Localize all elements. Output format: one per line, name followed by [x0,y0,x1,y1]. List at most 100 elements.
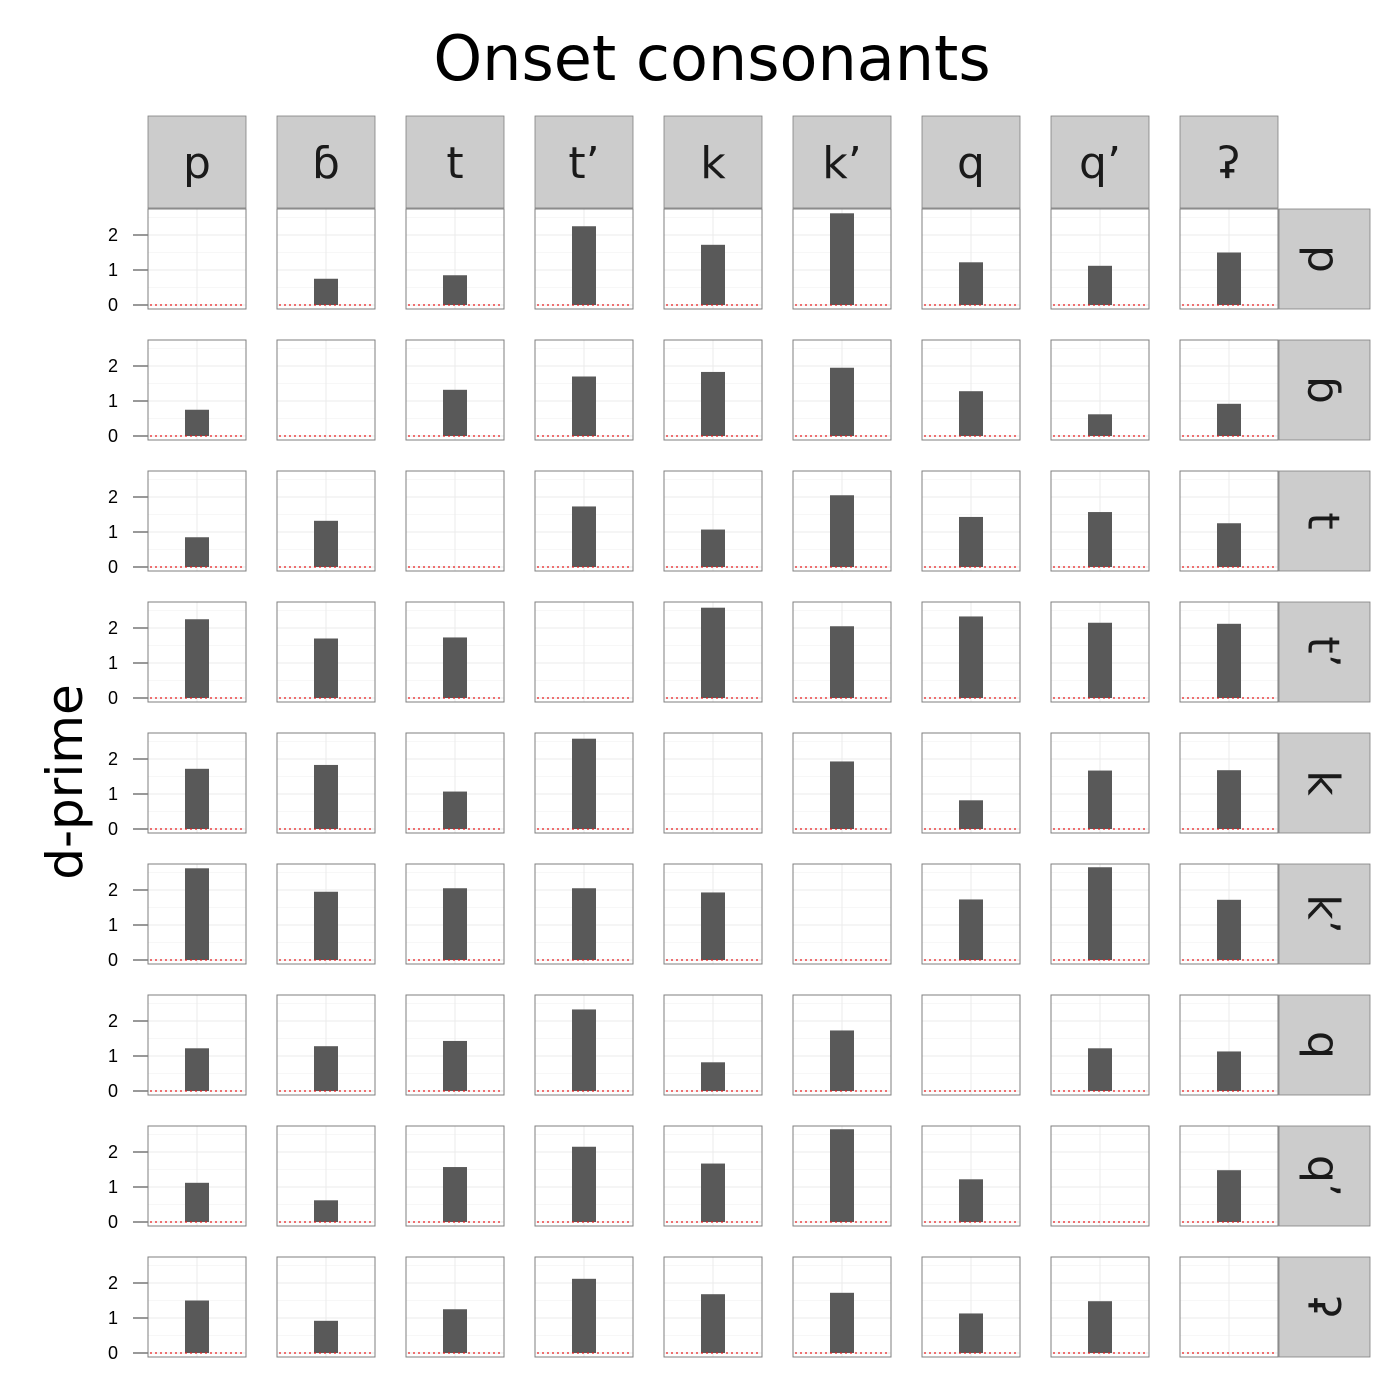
y-tick-label: 0 [108,557,118,577]
panel-border [147,1125,247,1227]
panel-border [921,1256,1021,1358]
panel-border [1050,339,1150,441]
bar-6-2 [443,1040,467,1091]
panel-border [147,601,247,703]
bar-7-4 [701,1163,725,1222]
y-tick-label: 0 [108,1081,118,1101]
column-strip-label-7: q’ [1079,138,1121,189]
bar-2-0 [185,537,209,567]
panel-border [276,601,376,703]
bar-5-8 [1217,899,1241,960]
bar-6-3 [572,1009,596,1091]
bar-0-3 [572,226,596,305]
bar-5-2 [443,888,467,960]
panel-border [147,863,247,965]
bar-4-1 [314,764,338,829]
y-tick-label: 2 [108,225,118,245]
panel-border [534,994,634,1096]
panel-border [534,208,634,310]
row-strip-label-1: ɓ [1298,376,1349,404]
y-tick-label: 1 [108,784,118,804]
bar-4-5 [830,761,854,829]
panel-border [1179,208,1279,310]
panel-border [1179,994,1279,1096]
panel-border [1179,1125,1279,1227]
panel-border [663,994,763,1096]
row-strip-label-5: k’ [1298,894,1349,933]
bar-0-6 [959,262,983,305]
bar-3-5 [830,626,854,698]
panel-border [792,208,892,310]
column-strip-6 [921,115,1021,209]
panel-border [276,208,376,310]
panel-border [921,470,1021,572]
panel-border [792,863,892,965]
panel-border [1179,339,1279,441]
bar-8-3 [572,1278,596,1353]
panel-border [147,1256,247,1358]
bar-0-5 [830,213,854,305]
panel-border [663,863,763,965]
row-strip-0 [1278,208,1371,310]
y-tick-label: 1 [108,653,118,673]
panel-border [663,601,763,703]
column-strip-3 [534,115,634,209]
bar-4-0 [185,768,209,829]
panel-border [534,470,634,572]
panel-border [792,732,892,834]
panel-border [921,863,1021,965]
row-strip-label-3: t’ [1298,636,1349,667]
y-tick-label: 1 [108,1308,118,1328]
panel-border [534,732,634,834]
y-tick-label: 2 [108,487,118,507]
row-strip-label-2: t [1298,512,1349,529]
bar-3-7 [1088,622,1112,698]
bar-2-8 [1217,523,1241,567]
panel-border [276,1125,376,1227]
panel-border [147,208,247,310]
bar-7-1 [314,1200,338,1222]
bar-6-7 [1088,1048,1112,1091]
y-tick-label: 0 [108,688,118,708]
y-tick-label: 1 [108,1177,118,1197]
column-strip-2 [405,115,505,209]
panel-border [147,470,247,572]
panel-border [405,208,505,310]
panel-border [663,1125,763,1227]
row-strip-8 [1278,1256,1371,1358]
y-tick-label: 2 [108,880,118,900]
panel-border [663,732,763,834]
panel-border [405,339,505,441]
panel-border [405,470,505,572]
bar-7-8 [1217,1170,1241,1222]
bar-7-6 [959,1179,983,1222]
row-strip-label-4: k [1298,770,1349,796]
panel-border [792,1256,892,1358]
panel-border [1179,601,1279,703]
panel-border [1050,732,1150,834]
panel-border [276,1256,376,1358]
y-tick-label: 0 [108,1343,118,1363]
panel-border [921,994,1021,1096]
bar-1-6 [959,391,983,436]
bar-2-4 [701,529,725,567]
panel-border [663,339,763,441]
panel-border [405,601,505,703]
row-strip-label-8: ʡ [1298,1296,1349,1318]
y-tick-label: 1 [108,260,118,280]
panel-border [405,1125,505,1227]
y-tick-label: 2 [108,1011,118,1031]
y-tick-label: 2 [108,618,118,638]
bar-7-2 [443,1167,467,1222]
bar-1-5 [830,367,854,436]
panel-border [921,732,1021,834]
bar-2-6 [959,516,983,567]
row-strip-6 [1278,994,1371,1096]
bar-2-7 [1088,512,1112,567]
bar-0-1 [314,278,338,305]
bar-4-2 [443,791,467,829]
bar-6-4 [701,1062,725,1091]
column-strip-label-2: t [446,138,463,189]
panel-border [1179,863,1279,965]
panel-border [792,1125,892,1227]
